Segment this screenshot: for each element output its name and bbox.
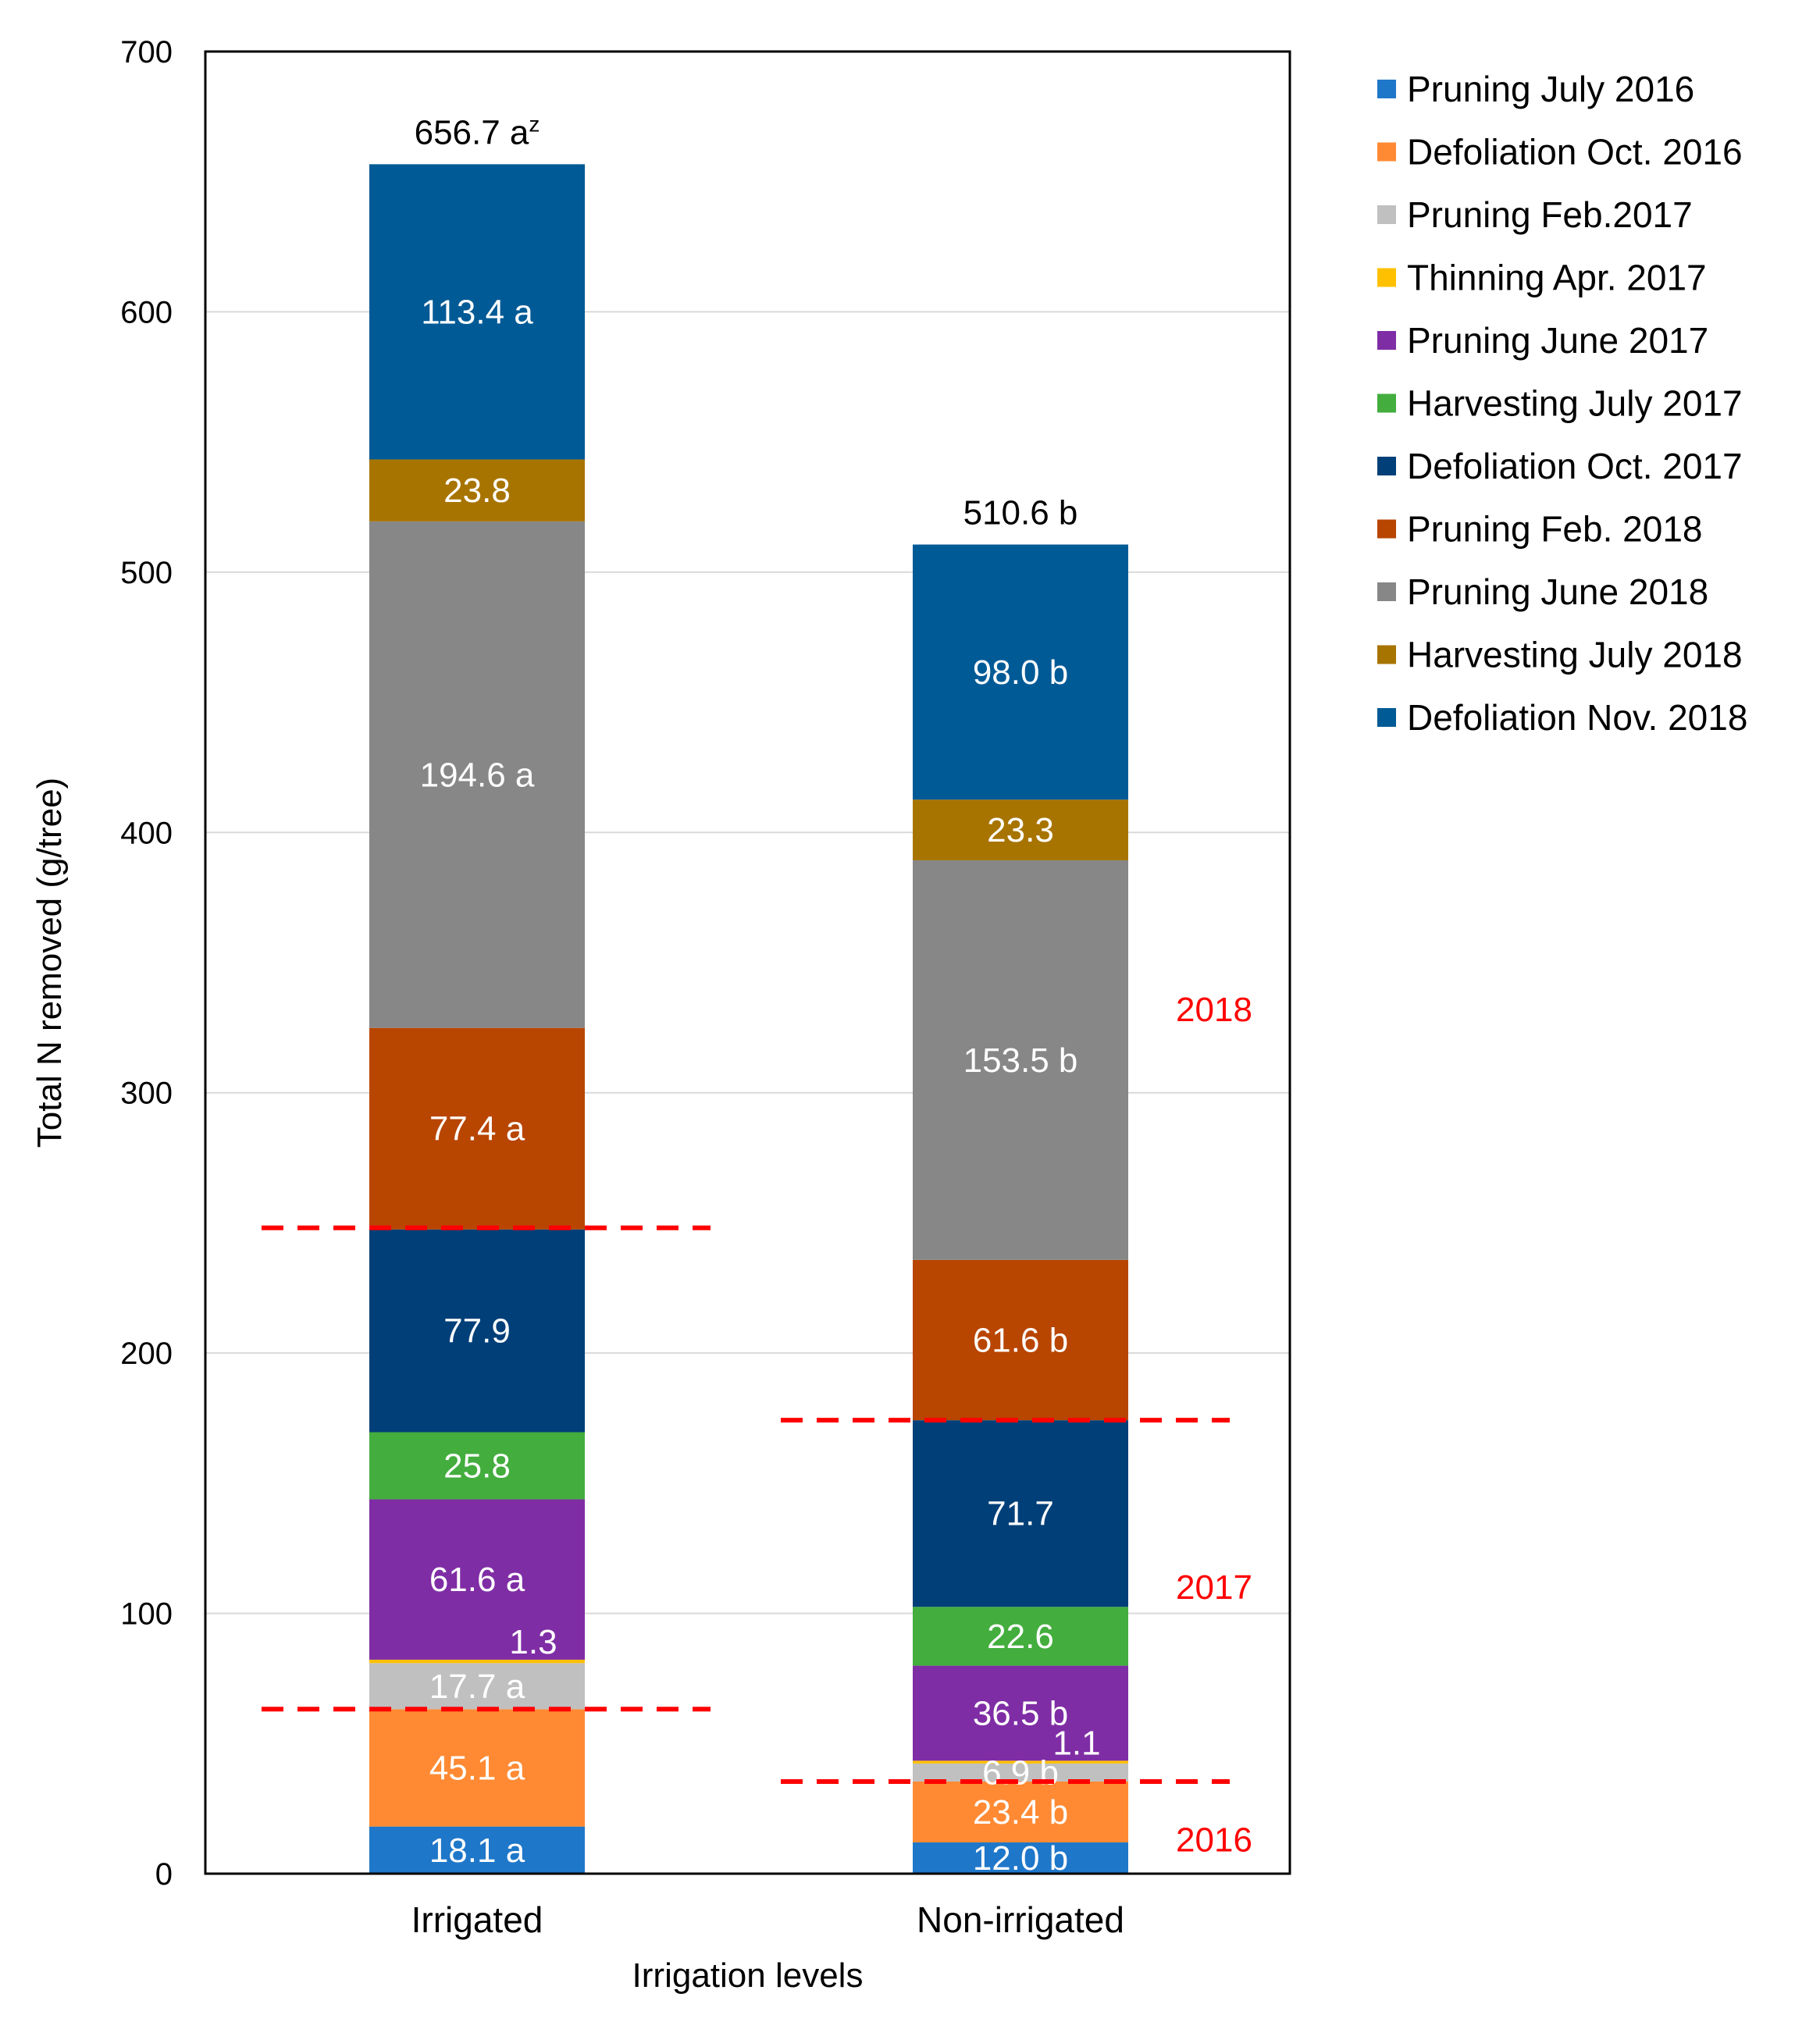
bar-segment bbox=[369, 1826, 585, 1874]
bar-segment bbox=[913, 544, 1128, 800]
bar-segment bbox=[913, 1665, 1128, 1761]
bar-data-label: 77.4 a bbox=[429, 1110, 525, 1148]
bar-data-label: 61.6 a bbox=[429, 1561, 525, 1599]
legend-entry: Defoliation Oct. 2016 bbox=[1407, 132, 1743, 173]
bar-segment bbox=[913, 799, 1128, 860]
bar-data-label: 1.1 bbox=[1052, 1724, 1100, 1762]
plot-area-border bbox=[204, 50, 1291, 1875]
y-axis-title: Total N removed (g/tree) bbox=[30, 778, 69, 1148]
bar-segment bbox=[369, 1027, 585, 1230]
axes: 0 100 200 300 400 500 600 700 Irrigated Non-irrig… bbox=[120, 35, 1124, 1940]
legend-entry: Pruning Feb. 2018 bbox=[1407, 509, 1703, 550]
bar-data-label: 113.4 a bbox=[421, 293, 533, 331]
legend-swatch bbox=[1377, 268, 1396, 287]
legend-entry: Pruning June 2018 bbox=[1407, 571, 1708, 612]
y-tick-label: 100 bbox=[120, 1597, 173, 1632]
data-labels: 18.1 a 45.1 a 17.7 a 1.3 61.6 a 25.8 77.9 77.4 … bbox=[415, 112, 1101, 1878]
bar-segment bbox=[369, 164, 585, 460]
y-tick-label: 700 bbox=[120, 35, 173, 69]
bar-segment bbox=[913, 860, 1128, 1260]
year-label: 2016 bbox=[1176, 1821, 1252, 1860]
bar-segment bbox=[369, 1659, 585, 1664]
y-tick-label: 600 bbox=[120, 295, 173, 329]
bar-data-label: 6.9 b bbox=[982, 1753, 1059, 1792]
legend-swatch bbox=[1377, 519, 1396, 539]
x-axis-title: Irrigation levels bbox=[632, 1956, 864, 1995]
bar-data-label: 25.8 bbox=[443, 1447, 511, 1486]
bar-data-label: 77.9 bbox=[443, 1312, 511, 1351]
legend-entry: Pruning July 2016 bbox=[1407, 69, 1694, 109]
bar-data-label: 23.3 bbox=[987, 811, 1054, 849]
bar-segment bbox=[913, 1842, 1128, 1874]
y-tick-label: 300 bbox=[120, 1077, 173, 1111]
bar-segment bbox=[913, 1420, 1128, 1607]
legend-swatch bbox=[1377, 331, 1396, 350]
bar-segment bbox=[369, 1709, 585, 1827]
bar-total-label: 510.6 b bbox=[963, 494, 1078, 532]
legend-swatch bbox=[1377, 708, 1396, 727]
bar-segment bbox=[913, 1760, 1128, 1764]
y-tick-label: 200 bbox=[120, 1337, 173, 1371]
y-tick-label: 500 bbox=[120, 556, 173, 590]
bar-data-label: 1.3 bbox=[509, 1623, 557, 1661]
bar-data-label: 153.5 b bbox=[963, 1041, 1078, 1080]
x-tick-label: Non-irrigated bbox=[917, 1899, 1124, 1940]
legend-swatch bbox=[1377, 645, 1396, 664]
legend-entry: Defoliation Oct. 2017 bbox=[1407, 446, 1743, 486]
bar-segment bbox=[913, 1607, 1128, 1666]
legend-entry: Pruning June 2017 bbox=[1407, 320, 1708, 361]
legend-entry: Pruning Feb.2017 bbox=[1407, 194, 1693, 235]
legend-swatch bbox=[1377, 142, 1396, 162]
bar-segment bbox=[369, 1229, 585, 1433]
legend-swatch bbox=[1377, 80, 1396, 98]
legend-entry: Thinning Apr. 2017 bbox=[1407, 258, 1707, 298]
bar-segment bbox=[369, 459, 585, 522]
bar-total-label: 656.7 az bbox=[415, 112, 540, 151]
bar-segment bbox=[913, 1763, 1128, 1782]
year-annotations: 2018 2017 2016 bbox=[262, 991, 1252, 1860]
year-label: 2018 bbox=[1176, 991, 1252, 1029]
legend-entry: Harvesting July 2018 bbox=[1407, 635, 1743, 675]
bar-data-label: 12.0 b bbox=[973, 1839, 1068, 1878]
bar-segment bbox=[369, 521, 585, 1028]
year-label: 2017 bbox=[1176, 1568, 1252, 1607]
bar-data-label: 36.5 b bbox=[973, 1694, 1068, 1732]
bar-data-label: 22.6 bbox=[987, 1618, 1054, 1656]
bar-data-label: 194.6 a bbox=[420, 756, 535, 794]
bar-data-label: 71.7 bbox=[987, 1495, 1054, 1533]
bar-data-label: 23.8 bbox=[443, 472, 511, 510]
bar-data-label: 61.6 b bbox=[973, 1321, 1068, 1359]
y-tick-label: 400 bbox=[120, 816, 173, 850]
bar-segment bbox=[913, 1259, 1128, 1421]
legend-entry: Defoliation Nov. 2018 bbox=[1407, 697, 1747, 738]
total-superscript: z bbox=[529, 112, 540, 136]
bar-segment bbox=[369, 1432, 585, 1500]
bar-data-label: 23.4 b bbox=[973, 1793, 1068, 1832]
legend-entry: Harvesting July 2017 bbox=[1407, 383, 1743, 424]
legend-swatch bbox=[1377, 393, 1396, 413]
legend-swatch bbox=[1377, 582, 1396, 601]
bar-data-label: 17.7 a bbox=[429, 1668, 525, 1706]
bar-data-label: 45.1 a bbox=[429, 1749, 525, 1787]
bars bbox=[369, 164, 1128, 1874]
bar-segment bbox=[369, 1663, 585, 1710]
bar-segment bbox=[369, 1499, 585, 1660]
bar-segment bbox=[913, 1781, 1128, 1842]
bar-data-label: 18.1 a bbox=[429, 1832, 525, 1870]
legend: Pruning July 2016 Defoliation Oct. 2016 Pr… bbox=[1377, 69, 1747, 738]
legend-swatch bbox=[1377, 457, 1396, 475]
x-tick-label: Irrigated bbox=[411, 1899, 543, 1940]
bar-data-label: 98.0 b bbox=[973, 653, 1068, 692]
legend-swatch bbox=[1377, 205, 1396, 224]
y-tick-label: 0 bbox=[155, 1857, 173, 1892]
